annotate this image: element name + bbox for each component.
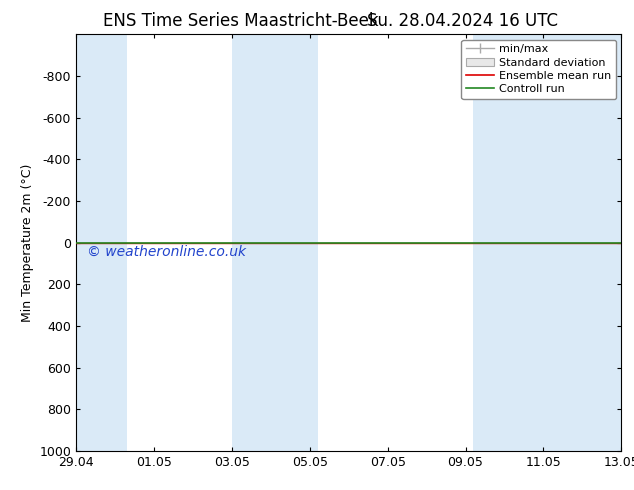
Y-axis label: Min Temperature 2m (°C): Min Temperature 2m (°C)	[21, 163, 34, 322]
Bar	[474, 34, 621, 451]
Text: © weatheronline.co.uk: © weatheronline.co.uk	[87, 245, 246, 259]
Legend: min/max, Standard deviation, Ensemble mean run, Controll run: min/max, Standard deviation, Ensemble me…	[462, 40, 616, 99]
Text: Su. 28.04.2024 16 UTC: Su. 28.04.2024 16 UTC	[367, 12, 559, 30]
Text: ENS Time Series Maastricht-Beek: ENS Time Series Maastricht-Beek	[103, 12, 378, 30]
Bar	[232, 34, 318, 451]
Bar	[76, 34, 127, 451]
